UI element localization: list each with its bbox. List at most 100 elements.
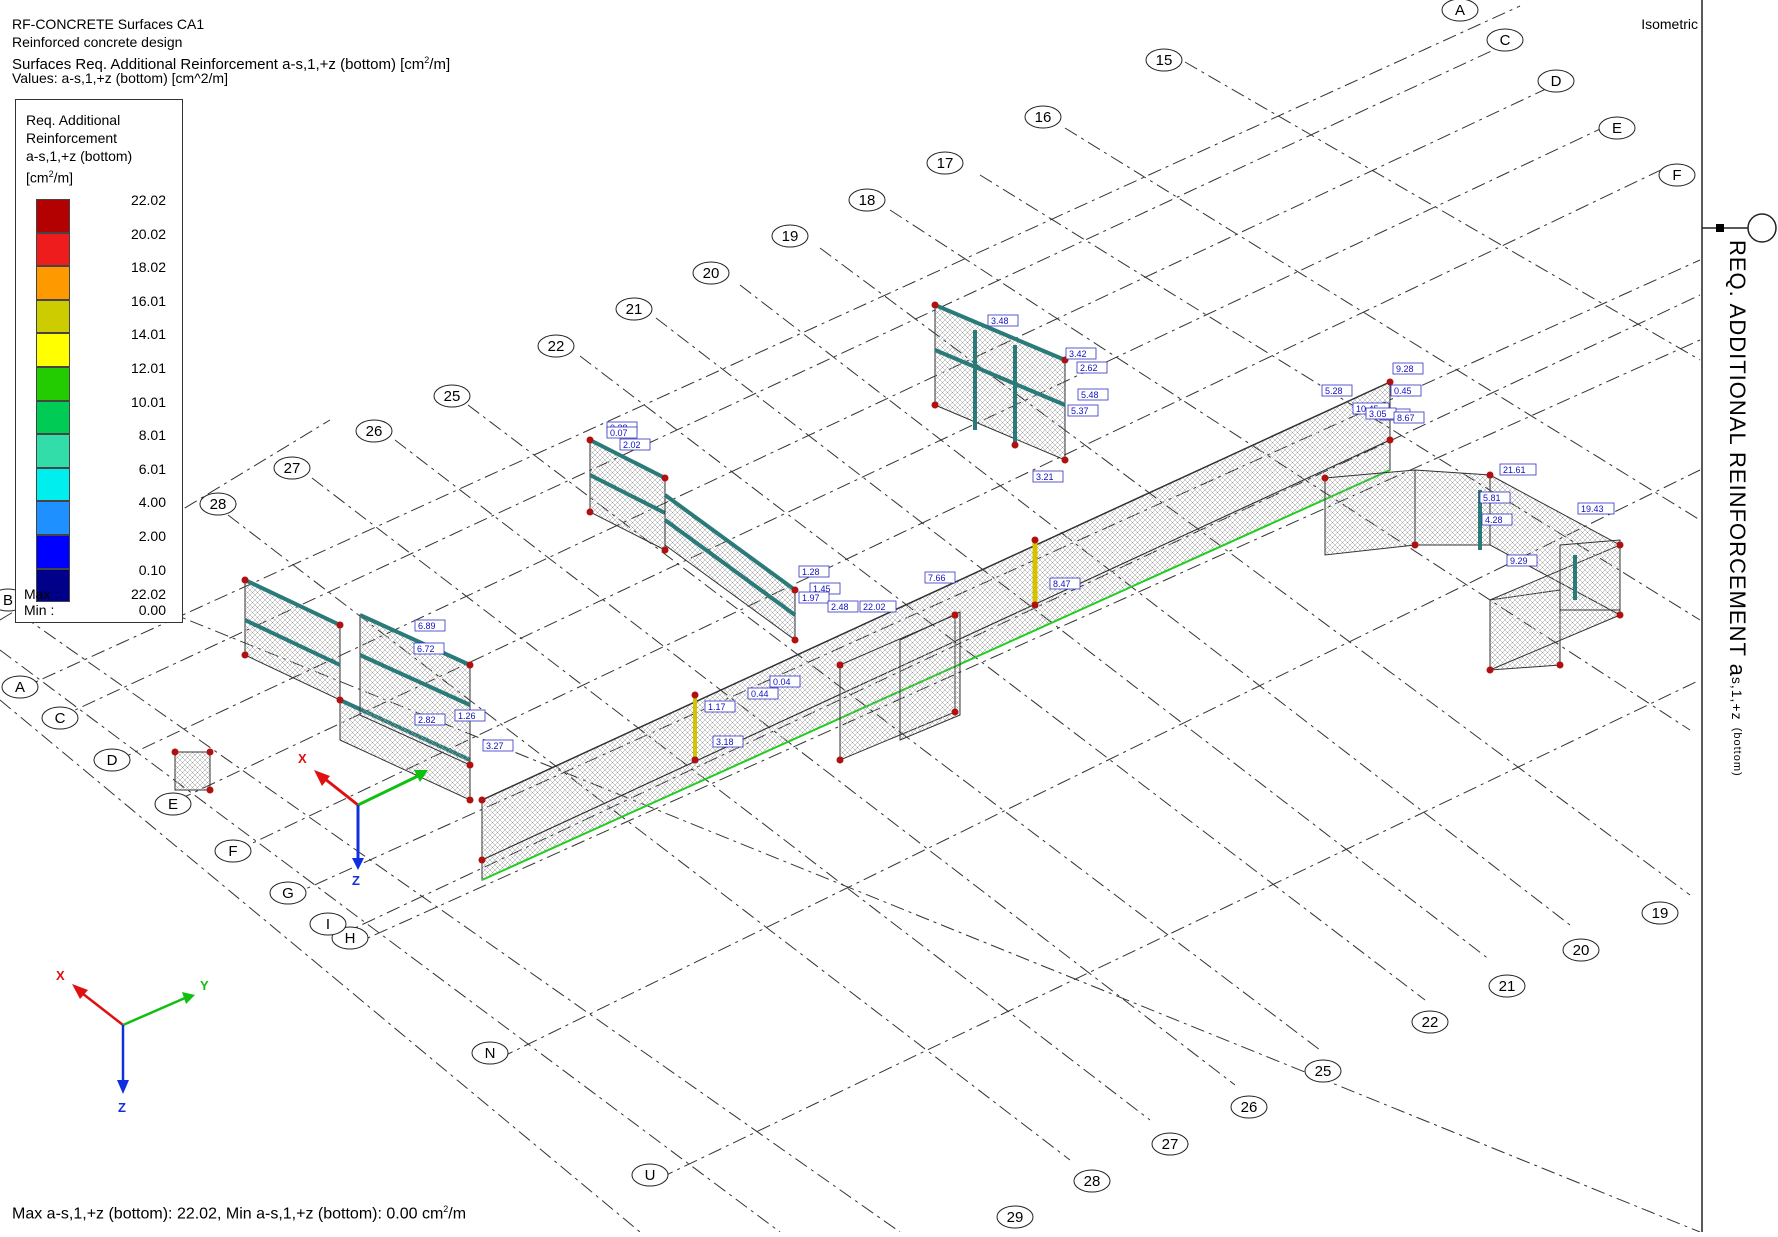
panel-toggle-handle[interactable] [1747,213,1777,243]
node-point [171,748,179,756]
wall-surface[interactable] [1559,539,1621,611]
grid-marker-number: 20 [692,261,730,285]
grid-marker-number: 25 [1304,1059,1342,1083]
result-value-text: 1.17 [708,702,726,712]
side-panel-graphics [1701,0,1777,1232]
legend-level-value: 8.01 [138,427,166,444]
result-value: 6.72 [413,642,445,655]
grid-marker-letter: F [1658,163,1696,187]
node-point [836,756,844,764]
node-point [1411,541,1419,549]
grid-marker-number: 20 [1562,938,1600,962]
result-value-text: 19.43 [1581,504,1604,514]
result-value-text: 3.48 [991,316,1009,326]
result-value-text: 0.07 [610,428,628,438]
grid-marker-number-label: 19 [782,228,799,245]
legend-swatch [36,299,70,334]
result-value: 1.26 [454,709,486,722]
node-point [691,691,699,699]
node-point [931,301,939,309]
legend-level-value: 20.02 [130,225,166,242]
member-line [934,303,1066,362]
wall-surface[interactable] [899,611,961,741]
result-title: Surfaces Req. Additional Reinforcement a… [12,55,451,73]
grid-marker-number-label: 27 [284,460,301,477]
node-point [466,661,474,669]
grid-marker-letter-label: B [3,592,13,609]
result-value-text: 6.89 [418,621,436,631]
result-value-text: 2.48 [831,602,849,612]
result-value-text: 2.62 [1080,363,1098,373]
result-value-text: 22.02 [863,602,886,612]
grid-marker-number: 21 [1488,974,1526,998]
node-point [1061,456,1069,464]
node-point [466,796,474,804]
grid-marker-number-label: 25 [1315,1063,1332,1080]
result-value: 9.29 [1506,554,1538,567]
grid-marker-number-label: 26 [366,423,383,440]
grid-marker-letter: G [269,881,307,905]
wall-surface[interactable] [934,304,1066,461]
design-title: Reinforced concrete design [12,34,183,50]
structure-mesh[interactable] [171,301,1624,881]
grid-marker-letter: A [1441,0,1479,22]
grid-marker-letter-label: I [326,916,330,933]
result-value: 4.28 [1481,513,1513,526]
result-value-text: 4.28 [1485,515,1503,525]
legend-level-value: 4.00 [138,494,166,511]
member-line [663,518,797,617]
color-legend[interactable]: Req. Additional Reinforcement a-s,1,+z (… [15,99,183,623]
result-value: 2.82 [414,713,446,726]
wall-surface[interactable] [244,579,341,701]
grid-marker-letter-label: C [1500,32,1511,49]
grid-marker-number: 17 [926,151,964,175]
node-point [1031,601,1039,609]
wall-surface[interactable] [1324,469,1416,556]
grid-marker-letter-label: E [168,796,178,813]
result-value-text: 6.72 [417,644,435,654]
member-line [244,618,341,667]
grid-marker-number-label: 20 [703,265,720,282]
model-axis-x-label: X [298,751,307,766]
grid-marker-letter-label: E [1612,120,1622,137]
result-value: 6.89 [414,619,446,632]
status-footer: Max a-s,1,+z (bottom): 22.02, Min a-s,1,… [12,1204,467,1223]
grid-marker-letter-label: H [345,930,356,947]
grid-marker-letter-label: G [282,885,294,902]
result-value-text: 9.28 [1396,364,1414,374]
legend-swatch [36,333,70,367]
result-value-text: 5.81 [1483,493,1501,503]
node-point [1386,436,1394,444]
result-value-text: 1.97 [802,593,820,603]
grid-marker-number: 22 [1411,1010,1449,1034]
result-value-text: 8.67 [1397,413,1415,423]
result-value: 8.67 [1393,411,1425,424]
grid-marker-number-label: 26 [1241,1099,1258,1116]
result-value: 2.62 [1076,361,1108,374]
legend-swatch [36,367,70,401]
grid-marker-letter: U [631,1163,669,1187]
wall-surface[interactable] [174,751,211,791]
result-value-text: 3.18 [716,737,734,747]
legend-title-line: Reinforcement [26,130,118,146]
legend-level-value: 6.01 [138,460,166,477]
legend-swatch [36,400,70,435]
legend-swatch [36,266,70,300]
node-point [206,748,214,756]
result-value-text: 1.26 [458,711,476,721]
result-value: 22.02 [859,600,897,613]
result-value: 8.47 [1049,577,1081,590]
node-point [586,508,594,516]
result-value-text: 0.44 [751,689,769,699]
legend-level-value: 0.10 [138,561,166,578]
grid-lines [0,5,1701,1232]
legend-level-value: 2.00 [138,528,166,544]
grid-markers: A C D E F G HI N U A C D E F B 15 16 17 18 19 20 21 22 25 26 27 28… [0,0,1696,1229]
grid-marker-letter: H [331,926,369,950]
result-value: 9.28 [1392,362,1424,375]
grid-marker-letter-label: N [485,1045,496,1062]
grid-marker-number-label: 21 [626,301,643,318]
grid-marker-number-label: 27 [1162,1136,1179,1153]
